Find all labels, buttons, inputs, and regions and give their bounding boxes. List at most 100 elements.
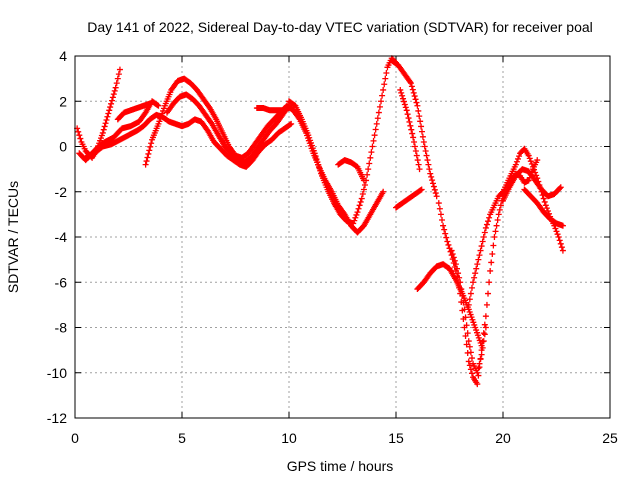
data-point: [480, 234, 487, 240]
data-point: [355, 205, 362, 212]
data-point: [429, 180, 436, 187]
x-tick-label: 0: [71, 430, 79, 446]
data-point: [468, 284, 475, 291]
data-point: [414, 102, 421, 109]
data-point: [488, 259, 495, 266]
data-point: [534, 157, 541, 164]
data-point: [116, 66, 123, 73]
y-tick-label: -4: [55, 229, 68, 245]
data-point: [512, 161, 519, 168]
data-point: [372, 126, 379, 133]
y-tick-label: -12: [47, 410, 67, 426]
data-point: [144, 154, 151, 161]
data-point: [492, 228, 499, 235]
data-point: [427, 170, 434, 177]
data-point: [449, 250, 456, 257]
data-point: [525, 152, 532, 159]
data-point: [143, 158, 150, 165]
y-tick-label: 0: [59, 139, 67, 155]
data-point: [402, 104, 409, 111]
data-point: [480, 330, 487, 337]
data-point: [104, 113, 111, 120]
data-point: [475, 372, 482, 379]
data-point: [487, 267, 494, 274]
data-point: [475, 365, 482, 372]
data-point: [485, 218, 492, 225]
data-point: [378, 98, 385, 105]
series-trace-j: [335, 157, 367, 184]
data-point: [420, 138, 427, 145]
data-point: [493, 222, 500, 229]
data-point: [442, 230, 449, 237]
chart-title: Day 141 of 2022, Sidereal Day-to-day VTE…: [87, 19, 593, 35]
data-point: [450, 254, 457, 261]
data-point: [482, 224, 489, 231]
data-point: [100, 126, 107, 133]
data-point: [382, 75, 389, 82]
series-trace-q: [465, 145, 566, 308]
data-point: [376, 103, 383, 110]
data-point: [288, 120, 295, 127]
data-point: [540, 195, 547, 202]
data-points: [74, 55, 566, 388]
data-point: [440, 222, 447, 229]
data-point: [357, 198, 364, 205]
y-tick-label: -8: [55, 320, 68, 336]
series-trace-n: [414, 261, 485, 349]
data-point: [413, 99, 420, 106]
data-point: [425, 161, 432, 168]
data-point: [102, 120, 109, 127]
data-point: [528, 161, 535, 168]
data-point: [361, 181, 368, 188]
data-point: [408, 83, 415, 90]
series-trace-l: [397, 86, 423, 173]
data-point: [461, 306, 468, 313]
data-point: [383, 69, 390, 76]
data-point: [458, 286, 465, 293]
data-point: [422, 148, 429, 155]
data-point: [439, 217, 446, 224]
data-point: [365, 166, 372, 173]
data-point: [529, 163, 536, 170]
data-point: [531, 166, 538, 173]
series-trace-m: [393, 186, 425, 211]
data-point: [421, 143, 428, 150]
y-axis-label: SDTVAR / TECUs: [5, 181, 21, 293]
data-point: [482, 324, 489, 331]
data-point: [380, 86, 387, 93]
data-point: [404, 111, 411, 118]
series-trace-h: [286, 55, 399, 227]
x-tick-label: 25: [602, 430, 618, 446]
data-point: [374, 115, 381, 122]
data-point: [379, 92, 386, 99]
plot-frame: [74, 55, 611, 419]
data-point: [457, 279, 464, 286]
x-axis-label: GPS time / hours: [287, 458, 394, 474]
data-point: [99, 129, 106, 136]
x-tick-label: 15: [388, 430, 404, 446]
data-point: [107, 104, 114, 111]
data-point: [416, 166, 423, 173]
data-point: [490, 242, 497, 249]
data-point: [435, 200, 442, 207]
data-point: [146, 100, 153, 107]
data-point: [112, 84, 119, 91]
y-tick-label: -10: [47, 365, 67, 381]
data-point: [452, 261, 459, 268]
data-point: [456, 274, 463, 281]
data-point: [470, 279, 477, 286]
gridlines: [75, 56, 610, 418]
series-trace-r: [500, 166, 564, 204]
data-point: [483, 301, 490, 308]
data-point: [75, 128, 82, 135]
data-point: [465, 301, 472, 308]
data-point: [460, 299, 467, 306]
data-point: [367, 154, 374, 161]
data-point: [368, 149, 375, 156]
data-point: [478, 243, 485, 250]
x-tick-label: 20: [495, 430, 511, 446]
data-point: [409, 86, 416, 93]
data-point: [495, 211, 502, 218]
data-point: [477, 247, 484, 254]
